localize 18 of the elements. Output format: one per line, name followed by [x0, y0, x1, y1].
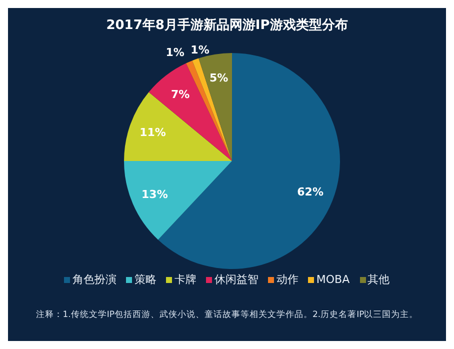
legend-label: 卡牌 — [174, 272, 196, 287]
text: 注释：1.传统文学IP包括西游、武侠小说、童话故事等相关文学作品。2.历史名著IP以三国为主。 — [34, 309, 420, 321]
legend-label: 动作 — [276, 272, 298, 287]
data-label: 13% — [142, 188, 168, 201]
legend-label: MOBA — [316, 273, 350, 286]
pie-slice — [198, 53, 232, 161]
legend-label: 策略 — [134, 272, 156, 287]
chart-title: 2017年8月手游新品网游IP游戏类型分布 — [105, 16, 349, 35]
pie-slice — [124, 161, 232, 240]
data-label: 5% — [209, 71, 228, 84]
legend-label: 休闲益智 — [214, 272, 258, 287]
legend-label: 角色扮演 — [72, 272, 116, 287]
data-label: 7% — [171, 88, 190, 101]
legend-label: 其他 — [368, 272, 390, 287]
data-label: 11% — [140, 126, 166, 139]
data-label: 62% — [297, 186, 324, 199]
data-label: 1% — [166, 46, 184, 60]
data-label: 1% — [190, 43, 210, 56]
